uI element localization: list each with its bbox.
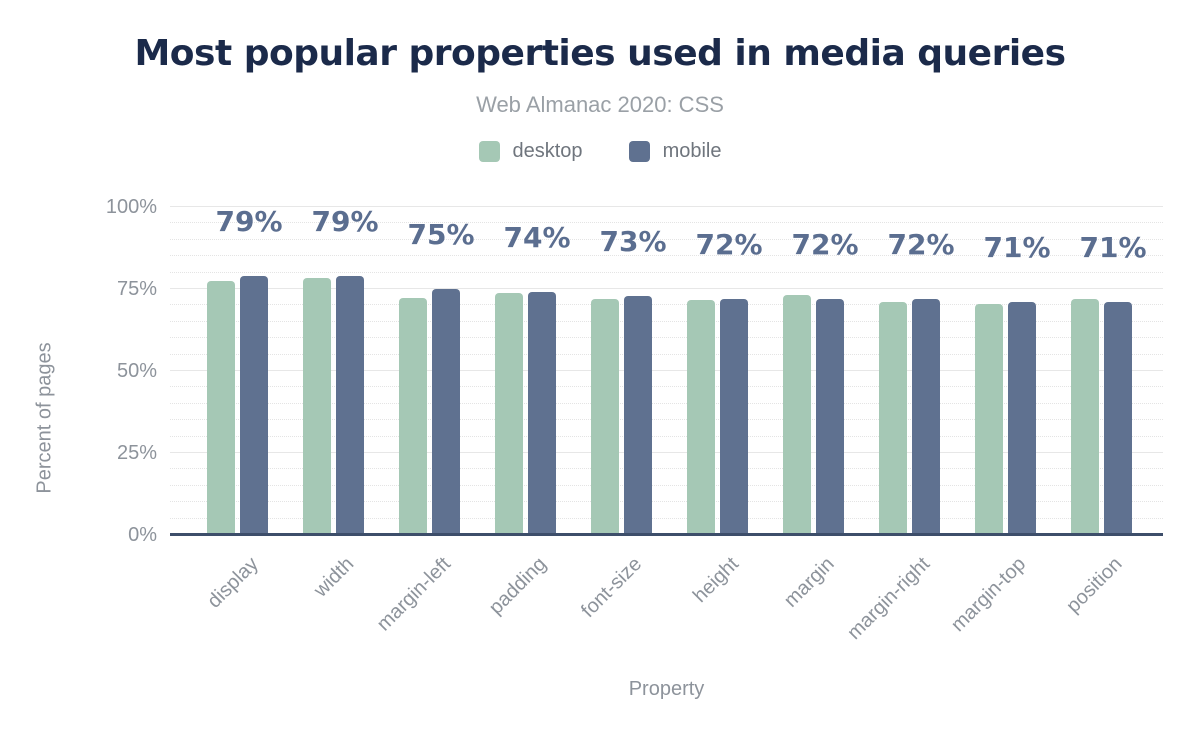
bar-margin-right-desktop[interactable] <box>878 302 907 535</box>
minor-gridline-40 <box>170 402 1163 404</box>
y-tick-100: 100% <box>105 196 157 218</box>
minor-gridline-20 <box>170 468 1163 470</box>
x-tick-margin: margin <box>779 553 839 612</box>
legend: desktop mobile <box>0 140 1200 163</box>
bar-group-padding: 74% <box>477 207 573 535</box>
bar-margin-left-desktop[interactable] <box>398 297 427 535</box>
minor-gridline-55 <box>170 353 1163 355</box>
bar-padding-desktop[interactable] <box>494 292 523 535</box>
bar-group-display: 79% <box>189 204 285 535</box>
y-tick-50: 50% <box>116 360 157 382</box>
bar-height-desktop[interactable] <box>686 299 715 535</box>
bar-group-margin-right: 72% <box>861 207 957 535</box>
bar-height-mobile[interactable] <box>719 298 748 535</box>
bar-margin-top-mobile[interactable] <box>1007 302 1036 535</box>
bar-value-label-font-size: 73% <box>599 224 667 258</box>
bar-group-font-size: 73% <box>573 207 669 535</box>
bar-position-desktop[interactable] <box>1070 298 1099 535</box>
bar-display-desktop[interactable] <box>206 281 235 535</box>
minor-gridline-30 <box>170 435 1163 437</box>
minor-gridline-15 <box>170 484 1163 486</box>
x-tick-padding: padding <box>484 553 551 619</box>
x-axis-baseline <box>170 533 1163 536</box>
bar-group-width: 79% <box>285 204 381 535</box>
minor-gridline-35 <box>170 419 1163 421</box>
bar-value-label-height: 72% <box>695 227 763 261</box>
bar-value-label-margin: 72% <box>791 227 859 261</box>
bar-margin-mobile[interactable] <box>815 298 844 535</box>
minor-gridline-45 <box>170 386 1163 388</box>
legend-label-desktop: desktop <box>512 140 583 162</box>
bar-margin-desktop[interactable] <box>782 294 811 535</box>
bars-row: 79% 79% 75% 74% 73% 72% 72% 72% 71% 71% <box>170 204 1163 535</box>
major-gridline-75 <box>170 288 1163 289</box>
minor-gridline-5 <box>170 517 1163 519</box>
x-tick-margin-right: margin-right <box>843 553 935 645</box>
chart-subtitle: Web Almanac 2020: CSS <box>476 92 724 117</box>
bar-value-label-display: 79% <box>215 204 283 238</box>
minor-gridline-90 <box>170 238 1163 240</box>
legend-label-mobile: mobile <box>662 140 722 162</box>
x-axis-tick-labels: display width margin-left padding font-size h… <box>170 539 1163 649</box>
major-gridline-25 <box>170 452 1163 453</box>
bar-group-position: 71% <box>1053 207 1149 535</box>
bar-group-height: 72% <box>669 207 765 535</box>
major-gridline-50 <box>170 370 1163 371</box>
bar-value-label-width: 79% <box>311 204 379 238</box>
minor-gridline-60 <box>170 337 1163 339</box>
x-tick-font-size: font-size <box>577 553 647 623</box>
bar-margin-right-mobile[interactable] <box>911 298 940 535</box>
chart-title: Most popular properties used in media qu… <box>134 33 1066 74</box>
bar-value-label-padding: 74% <box>503 221 571 255</box>
bar-group-margin-top: 71% <box>957 207 1053 535</box>
bar-font-size-desktop[interactable] <box>590 298 619 535</box>
bar-value-label-margin-left: 75% <box>407 218 475 251</box>
bar-value-label-position: 71% <box>1079 231 1147 265</box>
bar-width-mobile[interactable] <box>335 275 364 535</box>
y-tick-25: 25% <box>116 442 157 464</box>
plot-area: 79% 79% 75% 74% 73% 72% 72% 72% 71% 71% <box>170 204 1163 536</box>
x-tick-margin-left: margin-left <box>372 553 455 636</box>
bar-group-margin: 72% <box>765 207 861 535</box>
minor-gridline-65 <box>170 320 1163 322</box>
bar-font-size-mobile[interactable] <box>623 295 652 535</box>
minor-gridline-70 <box>170 304 1163 306</box>
desktop-legend-swatch-icon <box>478 141 500 162</box>
mobile-legend-swatch-icon <box>628 141 650 162</box>
minor-gridline-85 <box>170 255 1163 257</box>
x-axis-title: Property <box>628 678 705 700</box>
y-tick-75: 75% <box>116 278 157 300</box>
bar-margin-top-desktop[interactable] <box>974 303 1003 535</box>
x-tick-position: position <box>1062 553 1127 618</box>
legend-item-mobile[interactable]: mobile <box>628 140 722 163</box>
y-axis-tick-labels: 0% 25% 50% 75% 100% <box>0 196 157 546</box>
minor-gridline-95 <box>170 222 1163 224</box>
bar-padding-mobile[interactable] <box>527 292 556 535</box>
legend-item-desktop[interactable]: desktop <box>478 140 583 163</box>
x-tick-width: width <box>309 553 359 602</box>
major-gridline-100 <box>170 206 1163 207</box>
x-tick-height: height <box>688 553 743 608</box>
bar-group-margin-left: 75% <box>381 207 477 535</box>
x-tick-margin-top: margin-top <box>947 553 1031 637</box>
x-tick-display: display <box>202 553 263 613</box>
bar-value-label-margin-right: 72% <box>887 227 955 261</box>
bar-display-mobile[interactable] <box>239 275 268 535</box>
minor-gridline-10 <box>170 501 1163 503</box>
bar-margin-left-mobile[interactable] <box>431 289 460 535</box>
bar-width-desktop[interactable] <box>302 277 331 535</box>
bar-position-mobile[interactable] <box>1103 302 1132 535</box>
bar-value-label-margin-top: 71% <box>983 231 1051 265</box>
y-tick-0: 0% <box>128 524 157 546</box>
minor-gridline-80 <box>170 271 1163 273</box>
